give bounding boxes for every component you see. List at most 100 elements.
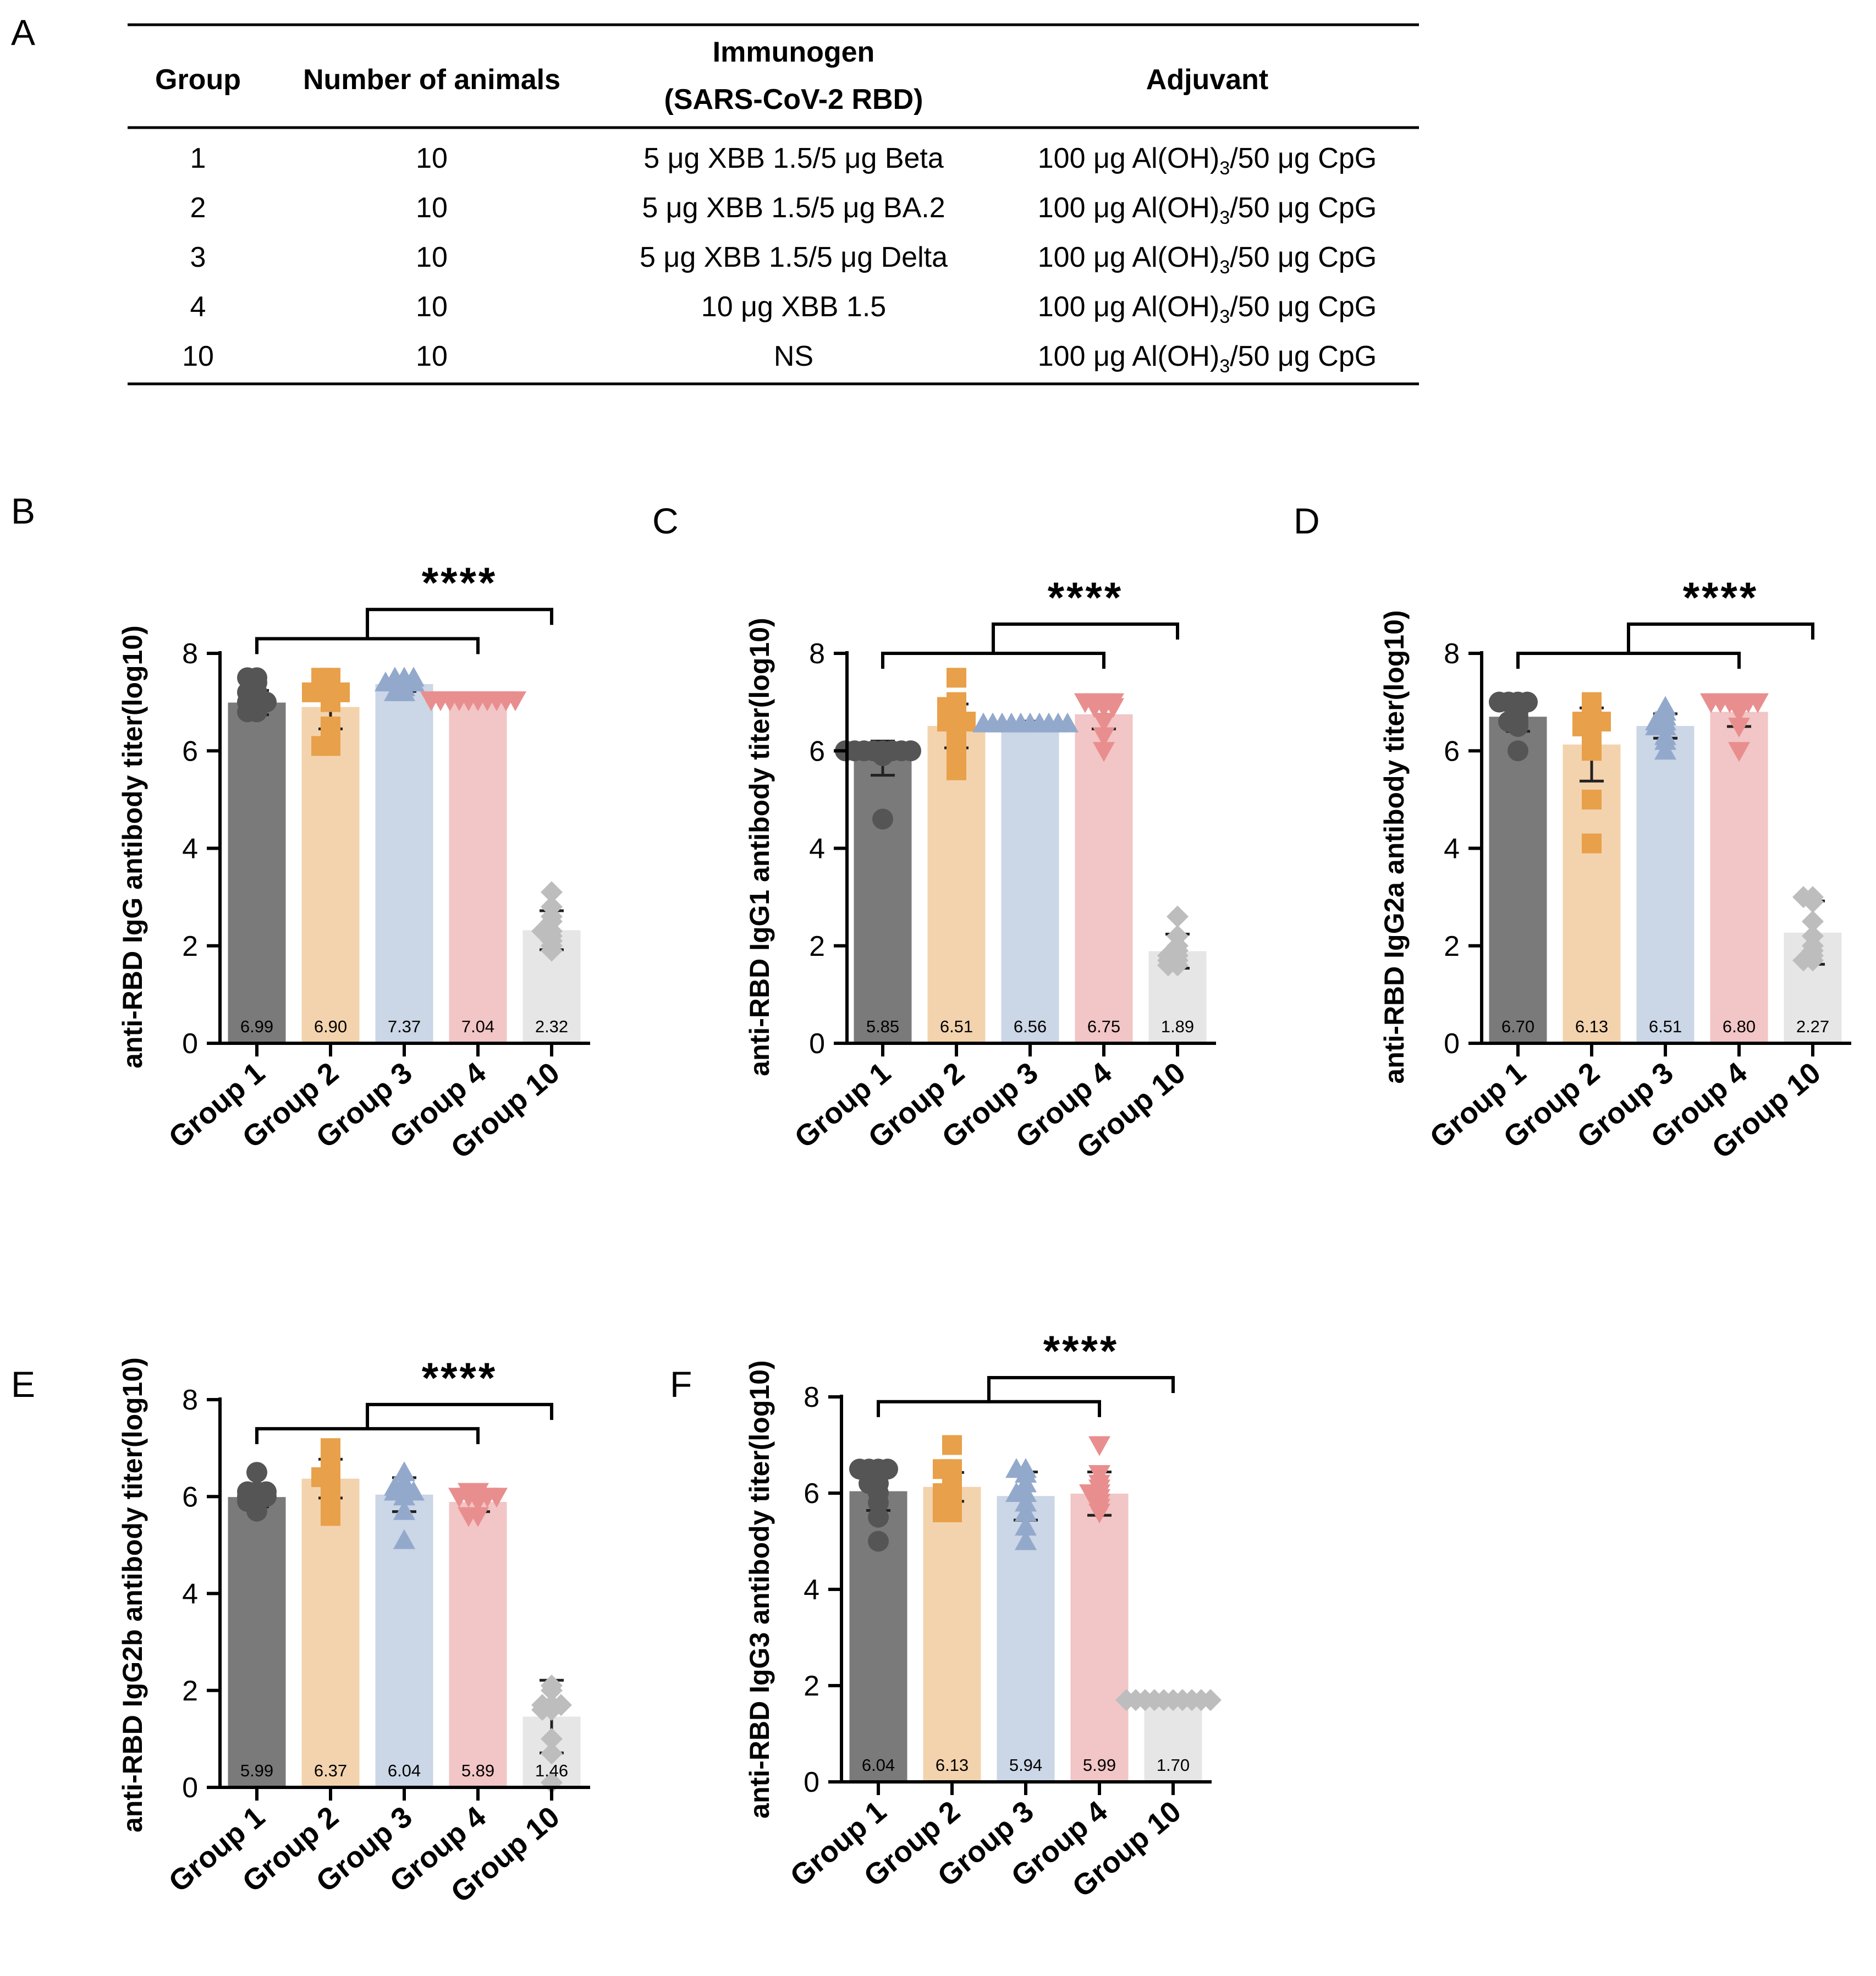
data-point <box>504 691 526 712</box>
data-point <box>868 1531 889 1552</box>
significance-stars: **** <box>422 558 497 607</box>
header-immunogen-line2: (SARS-CoV-2 RBD) <box>664 84 923 115</box>
cell-animals: 10 <box>416 192 448 224</box>
data-point <box>550 1694 572 1716</box>
cell-immunogen: 5 μg XBB 1.5/5 μg BA.2 <box>642 192 945 224</box>
data-point <box>1802 925 1824 948</box>
data-point <box>321 716 340 736</box>
y-axis-title: anti-RBD IgG3 antibody titer(log10) <box>744 1360 775 1818</box>
data-point <box>311 668 331 688</box>
bar-group-4 <box>449 700 507 1043</box>
data-point <box>849 1458 870 1480</box>
panel-letter-e: E <box>11 1364 35 1405</box>
significance-bracket <box>255 1402 553 1444</box>
mean-value-label: 2.32 <box>535 1017 568 1036</box>
y-tick-label: 4 <box>804 1574 819 1606</box>
data-point <box>531 1694 553 1716</box>
y-tick-label: 0 <box>804 1766 819 1798</box>
table-row: 2 10 5 μg XBB 1.5/5 μg BA.2 100 μg Al(OH… <box>190 192 1377 228</box>
y-tick-label: 6 <box>182 735 198 767</box>
significance-bracket <box>1516 622 1814 669</box>
data-point <box>1517 691 1538 713</box>
data-point <box>1200 1689 1222 1711</box>
data-point <box>486 1488 508 1508</box>
data-point <box>1102 693 1124 713</box>
y-tick-label: 8 <box>1444 638 1460 670</box>
data-point <box>947 760 966 780</box>
data-point <box>1115 1689 1137 1711</box>
significance-bracket <box>255 608 553 654</box>
y-tick-label: 8 <box>182 1384 198 1416</box>
data-point <box>541 1674 563 1697</box>
cell-immunogen: 5 μg XBB 1.5/5 μg Delta <box>640 241 948 273</box>
bar-group-4 <box>1075 714 1133 1043</box>
mean-value-label: 5.99 <box>1083 1755 1116 1775</box>
data-point <box>933 1459 953 1479</box>
y-tick-label: 0 <box>809 1028 825 1060</box>
y-tick-label: 4 <box>809 833 825 865</box>
panel-letter-a: A <box>11 12 35 53</box>
data-point <box>458 1483 480 1503</box>
cell-animals: 10 <box>416 291 448 323</box>
data-point <box>1792 886 1814 909</box>
cell-adjuvant: 100 μg Al(OH)3/50 μg CpG <box>1038 142 1377 179</box>
data-point <box>947 668 966 688</box>
data-point <box>1728 742 1750 762</box>
data-point <box>393 1500 415 1520</box>
data-point <box>972 712 994 733</box>
significance-stars: **** <box>1043 1326 1119 1375</box>
y-tick-label: 4 <box>1444 833 1460 865</box>
cell-animals: 10 <box>416 142 448 174</box>
mean-value-label: 6.13 <box>936 1755 969 1775</box>
data-point <box>541 881 563 904</box>
mean-value-label: 6.70 <box>1501 1017 1534 1036</box>
table-row: 1 10 5 μg XBB 1.5/5 μg Beta 100 μg Al(OH… <box>190 142 1377 179</box>
data-point <box>1015 1530 1037 1550</box>
data-point <box>1582 692 1602 712</box>
table-row: 3 10 5 μg XBB 1.5/5 μg Delta 100 μg Al(O… <box>190 241 1377 278</box>
mean-value-label: 5.99 <box>240 1761 273 1780</box>
panel-a: A Group Number of animals Immunogen (SAR… <box>11 12 1419 386</box>
mean-value-label: 6.90 <box>314 1017 347 1036</box>
mean-value-label: 6.75 <box>1087 1017 1120 1036</box>
mean-value-label: 6.56 <box>1014 1017 1047 1036</box>
bar-group-2 <box>301 1478 360 1787</box>
y-tick-label: 2 <box>804 1670 819 1702</box>
data-point <box>1015 1516 1037 1536</box>
y-tick-label: 8 <box>182 638 198 670</box>
data-point <box>942 1435 962 1455</box>
significance-stars: **** <box>1048 573 1123 621</box>
table-rows: 1 10 5 μg XBB 1.5/5 μg Beta 100 μg Al(OH… <box>182 142 1377 377</box>
mean-value-label: 1.70 <box>1157 1755 1190 1775</box>
panel-letter-d: D <box>1294 500 1320 541</box>
mean-value-label: 2.27 <box>1796 1017 1829 1036</box>
y-tick-label: 0 <box>182 1028 198 1060</box>
table-row: 4 10 10 μg XBB 1.5 100 μg Al(OH)3/50 μg … <box>190 291 1377 327</box>
data-point <box>1654 696 1676 716</box>
y-tick-label: 4 <box>182 833 198 865</box>
bar-group-4 <box>1070 1493 1129 1782</box>
panel-letter-f: F <box>670 1364 692 1405</box>
significance-bracket <box>877 1376 1175 1417</box>
data-point <box>868 1506 889 1528</box>
data-point <box>872 808 893 830</box>
y-tick-label: 0 <box>1444 1028 1460 1060</box>
data-point <box>384 667 406 687</box>
data-point <box>246 1462 267 1483</box>
data-point <box>1700 693 1722 713</box>
data-point <box>393 1461 415 1482</box>
data-point <box>1582 833 1602 854</box>
significance-stars: **** <box>422 1353 497 1402</box>
panel-letter-c: C <box>652 500 679 541</box>
y-tick-label: 2 <box>182 931 198 962</box>
data-point <box>1093 727 1115 747</box>
cell-group: 4 <box>190 291 206 323</box>
header-group: Group <box>155 64 241 96</box>
data-point <box>1508 740 1528 762</box>
data-point <box>1802 910 1824 933</box>
y-tick-label: 4 <box>182 1578 198 1610</box>
bar-group-4 <box>1710 712 1768 1043</box>
y-tick-label: 0 <box>182 1772 198 1804</box>
mean-value-label: 6.51 <box>1649 1017 1682 1036</box>
